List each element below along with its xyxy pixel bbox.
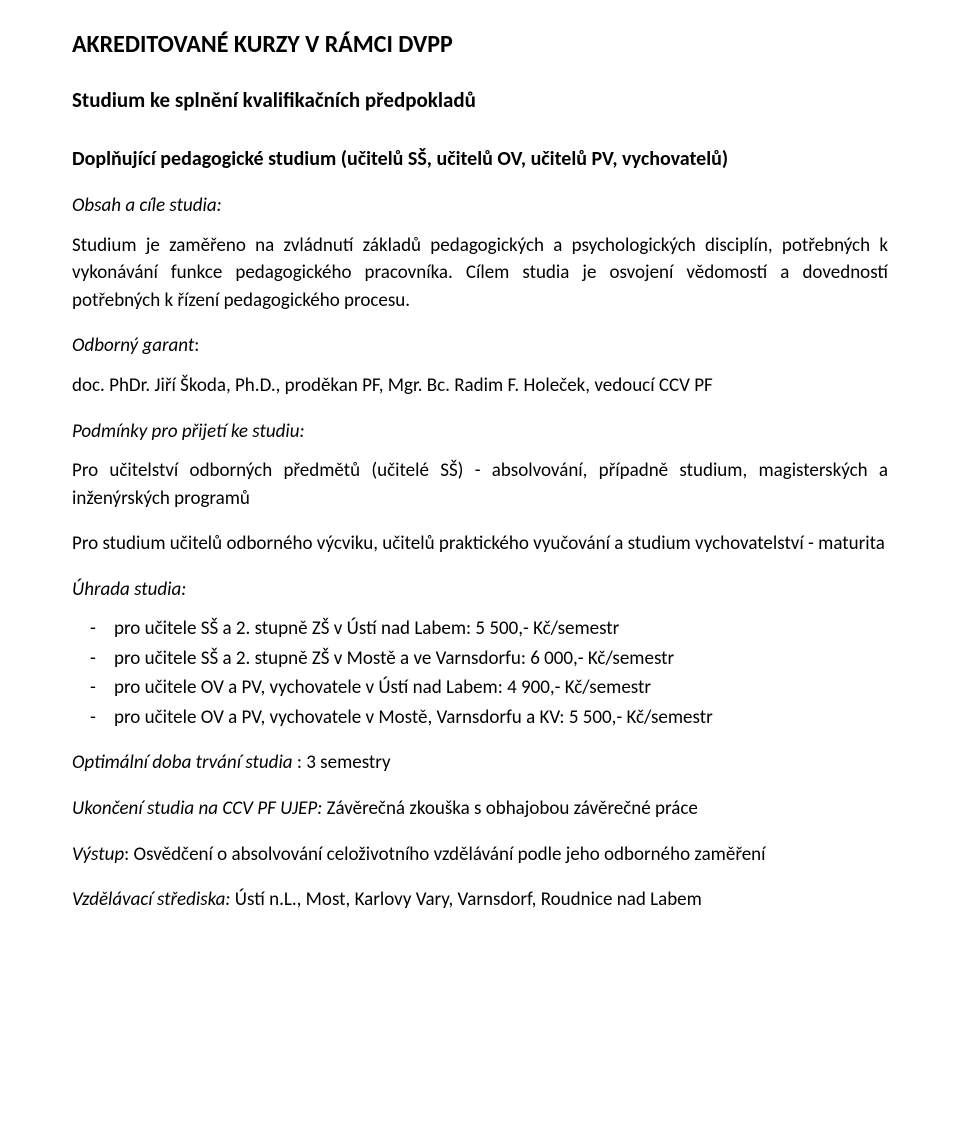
ukonceni-label: Ukončení studia na CCV PF UJEP: — [72, 797, 322, 820]
page-title: AKREDITOVANÉ KURZY V RÁMCI DVPP — [72, 28, 888, 63]
garant-label: Odborný garant — [72, 334, 194, 357]
section-heading: Doplňující pedagogické studium (učitelů … — [72, 145, 888, 174]
obsah-label: Obsah a cíle studia: — [72, 192, 888, 220]
list-item: pro učitele OV a PV, vychovatele v Ústí … — [114, 674, 888, 702]
vystup-value: : Osvědčení o absolvování celoživotního … — [124, 843, 765, 866]
list-item: pro učitele SŠ a 2. stupně ZŠ v Ústí nad… — [114, 615, 888, 643]
garant-colon: : — [194, 334, 199, 357]
vystup-line: Výstup: Osvědčení o absolvování celoživo… — [72, 841, 888, 869]
doba-line: Optimální doba trvání studia : 3 semestr… — [72, 749, 888, 777]
ukonceni-value: Závěrečná zkouška s obhajobou závěrečné … — [322, 797, 698, 820]
podminky-p1: Pro učitelství odborných předmětů (učite… — [72, 457, 888, 512]
list-item: pro učitele SŠ a 2. stupně ZŠ v Mostě a … — [114, 645, 888, 673]
garant-text: doc. PhDr. Jiří Škoda, Ph.D., proděkan P… — [72, 372, 888, 400]
ukonceni-line: Ukončení studia na CCV PF UJEP: Závěrečn… — [72, 795, 888, 823]
doba-value: : 3 semestry — [293, 751, 391, 774]
payment-list: pro učitele SŠ a 2. stupně ZŠ v Ústí nad… — [72, 615, 888, 731]
podminky-p2: Pro studium učitelů odborného výcviku, u… — [72, 530, 888, 558]
obsah-text: Studium je zaměřeno na zvládnutí základů… — [72, 232, 888, 315]
document-page: AKREDITOVANÉ KURZY V RÁMCI DVPP Studium … — [0, 0, 960, 1129]
garant-label-line: Odborný garant: — [72, 332, 888, 360]
uhrada-label: Úhrada studia: — [72, 576, 888, 604]
page-subtitle: Studium ke splnění kvalifikačních předpo… — [72, 85, 888, 115]
strediska-value: Ústí n.L., Most, Karlovy Vary, Varnsdorf… — [231, 888, 702, 911]
podminky-label: Podmínky pro přijetí ke studiu: — [72, 418, 888, 446]
strediska-label: Vzdělávací střediska: — [72, 888, 231, 911]
list-item: pro učitele OV a PV, vychovatele v Mostě… — [114, 704, 888, 732]
strediska-line: Vzdělávací střediska: Ústí n.L., Most, K… — [72, 886, 888, 914]
vystup-label: Výstup — [72, 843, 124, 866]
doba-label: Optimální doba trvání studia — [72, 751, 293, 774]
